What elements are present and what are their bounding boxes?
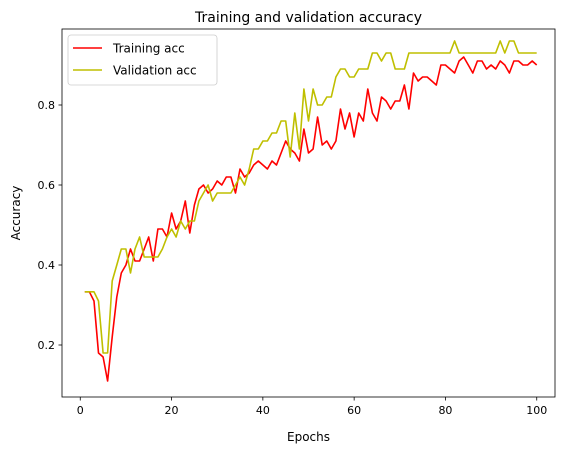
series-line-validation [84, 40, 537, 354]
x-tick-label: 60 [347, 404, 361, 417]
legend-label-validation: Validation acc [113, 64, 197, 78]
chart-title: Training and validation accuracy [194, 10, 422, 26]
y-tick-label: 0.6 [38, 179, 56, 192]
legend: Training acc Validation acc [67, 34, 218, 86]
y-axis-label: Accuracy [9, 186, 23, 241]
x-tick-label: 80 [438, 404, 452, 417]
legend-box [67, 34, 218, 86]
x-tick-label: 0 [77, 404, 84, 417]
y-tick-label: 0.8 [38, 99, 56, 112]
x-tick-label: 40 [256, 404, 270, 417]
series-layer [84, 40, 538, 382]
axes-layer: 0 20 40 60 80 100 0.2 0.4 0.6 0.8 [38, 99, 548, 417]
plot-frame [61, 28, 556, 398]
y-tick-label: 0.2 [38, 339, 56, 352]
y-tick-label: 0.4 [38, 259, 56, 272]
x-axis-label: Epochs [287, 430, 330, 444]
plot-area [62, 29, 555, 397]
legend-label-training: Training acc [112, 42, 185, 56]
x-tick-label: 20 [165, 404, 179, 417]
x-tick-label: 100 [526, 404, 547, 417]
series-line-training [84, 56, 538, 382]
